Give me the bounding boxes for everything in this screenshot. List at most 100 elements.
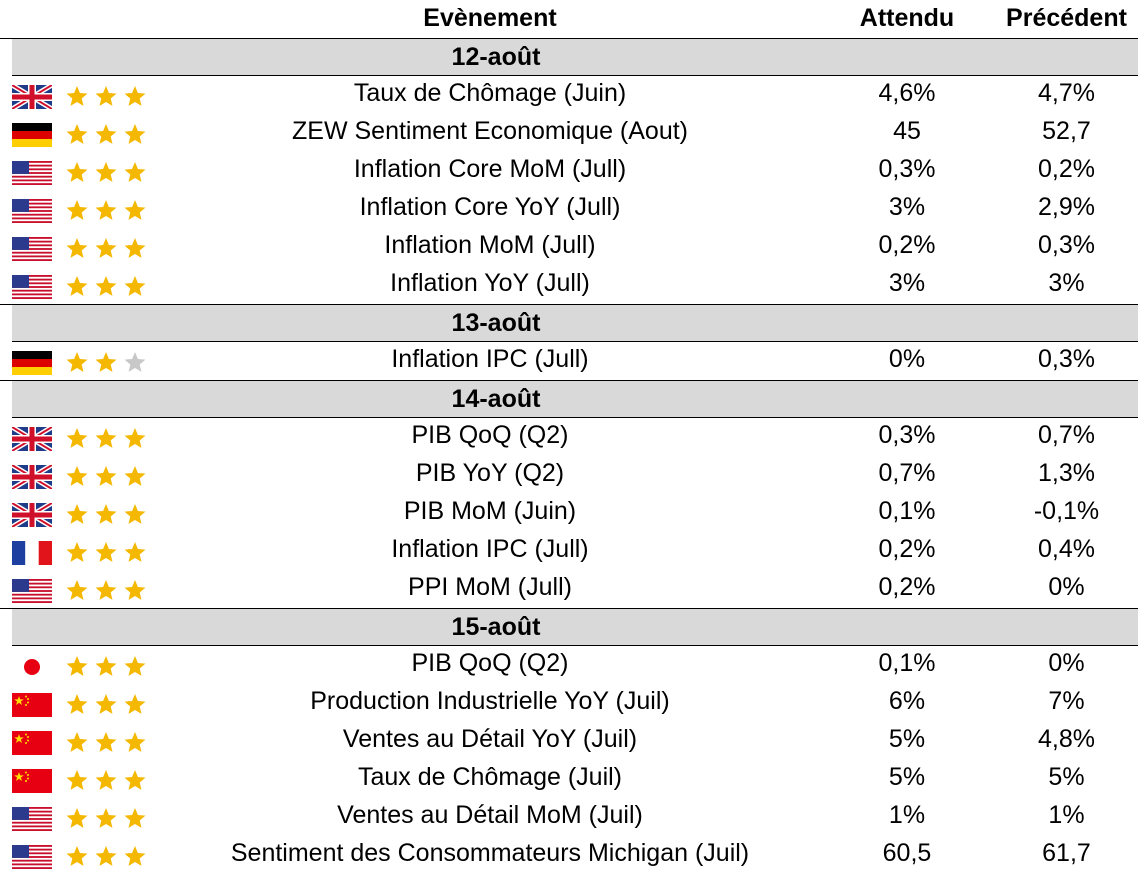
star-icon (124, 428, 146, 448)
star-icon (66, 542, 88, 562)
importance-stars (66, 199, 148, 223)
importance-stars (66, 351, 148, 375)
china-flag-icon (12, 693, 52, 717)
expected-value: 45 (893, 117, 921, 145)
previous-value: 0,3% (1038, 345, 1095, 373)
table-row: PIB QoQ (Q2) 0,3% 0,7% (0, 418, 1138, 456)
star-icon (95, 542, 117, 562)
star-icon (124, 694, 146, 714)
header-event: Evènement (423, 4, 557, 32)
event-name: PIB QoQ (Q2) (411, 649, 569, 677)
event-name: PPI MoM (Jull) (408, 573, 572, 601)
importance-stars (66, 503, 148, 527)
event-name: Inflation IPC (Jull) (391, 535, 589, 563)
star-icon (124, 846, 146, 866)
importance-stars (66, 807, 148, 831)
importance-stars (66, 541, 148, 565)
star-icon (95, 808, 117, 828)
event-name: PIB QoQ (Q2) (411, 421, 569, 449)
importance-stars (66, 161, 148, 185)
event-name: Sentiment des Consommateurs Michigan (Ju… (230, 839, 750, 867)
event-name: PIB YoY (Q2) (415, 459, 565, 487)
expected-value: 5% (888, 763, 926, 791)
table-row: ZEW Sentiment Economique (Aout) 45 52,7 (0, 114, 1138, 152)
table-row: PIB QoQ (Q2) 0,1% 0% (0, 646, 1138, 684)
expected-value: 1% (888, 801, 926, 829)
event-name: Taux de Chômage (Juin) (353, 79, 627, 107)
star-icon (95, 656, 117, 676)
star-icon (124, 732, 146, 752)
importance-stars (66, 123, 148, 147)
previous-value: 0,3% (1038, 231, 1095, 259)
star-icon (124, 86, 146, 106)
star-icon (124, 504, 146, 524)
importance-stars (66, 427, 148, 451)
previous-value: 0,7% (1038, 421, 1095, 449)
expected-value: 0,2% (878, 573, 936, 601)
header-expected: Attendu (859, 4, 955, 32)
previous-value: 0,4% (1038, 535, 1095, 563)
star-icon (95, 276, 117, 296)
previous-value: 0% (1048, 573, 1085, 601)
star-icon (95, 238, 117, 258)
table-row: Taux de Chômage (Juin) 4,6% 4,7% (0, 76, 1138, 114)
star-icon (66, 656, 88, 676)
previous-value: 1,3% (1038, 459, 1095, 487)
star-icon (66, 466, 88, 486)
table-row: Ventes au Détail YoY (Juil) 5% 4,8% (0, 722, 1138, 760)
star-icon (95, 86, 117, 106)
star-icon (66, 124, 88, 144)
event-name: ZEW Sentiment Economique (Aout) (292, 117, 688, 145)
event-name: PIB MoM (Juin) (403, 497, 577, 525)
table-row: Inflation YoY (Jull) 3% 3% (0, 266, 1138, 305)
previous-value: 61,7 (1042, 839, 1091, 867)
table-row: PIB MoM (Juin) 0,1% -0,1% (0, 494, 1138, 532)
importance-stars (66, 731, 148, 755)
star-icon (66, 162, 88, 182)
previous-value: 5% (1048, 763, 1085, 791)
previous-value: 2,9% (1038, 193, 1095, 221)
previous-value: 0% (1048, 649, 1085, 677)
star-icon (124, 200, 146, 220)
star-icon (66, 86, 88, 106)
expected-value: 0,3% (878, 421, 936, 449)
table-row: Inflation IPC (Jull) 0% 0,3% (0, 342, 1138, 381)
table-row: Inflation Core YoY (Jull) 3% 2,9% (0, 190, 1138, 228)
china-flag-icon (12, 731, 52, 755)
star-icon (66, 276, 88, 296)
usa-flag-icon (12, 237, 52, 261)
previous-value: 4,8% (1038, 725, 1095, 753)
germany-flag-icon (12, 123, 52, 147)
star-icon (66, 352, 88, 372)
star-icon (66, 580, 88, 600)
header-previous: Précédent (1006, 4, 1127, 32)
event-name: Taux de Chômage (Juil) (357, 763, 622, 791)
star-icon (95, 200, 117, 220)
uk-flag-icon (10, 424, 54, 454)
usa-flag-icon (12, 275, 52, 299)
importance-stars (66, 237, 148, 261)
previous-value: -0,1% (1033, 497, 1100, 525)
star-icon (66, 694, 88, 714)
star-icon (95, 770, 117, 790)
uk-flag-icon (10, 462, 54, 492)
expected-value: 3% (888, 193, 926, 221)
usa-flag-icon (12, 807, 52, 831)
event-name: Ventes au Détail MoM (Juil) (337, 801, 643, 829)
star-icon (124, 770, 146, 790)
china-flag-icon (12, 769, 52, 793)
event-name: Inflation IPC (Jull) (391, 345, 589, 373)
event-name: Inflation Core MoM (Jull) (353, 155, 627, 183)
expected-value: 0,2% (878, 231, 936, 259)
star-icon (95, 162, 117, 182)
expected-value: 60,5 (882, 839, 932, 867)
star-icon (95, 846, 117, 866)
expected-value: 0,1% (878, 497, 936, 525)
germany-flag-icon (12, 351, 52, 375)
star-icon (66, 846, 88, 866)
date-header: 14-août (12, 381, 1138, 418)
importance-stars (66, 465, 148, 489)
star-icon (124, 124, 146, 144)
table-body: 12-août Taux de Chômage (Juin) 4,6% 4,7% ZEW… (0, 39, 1138, 874)
